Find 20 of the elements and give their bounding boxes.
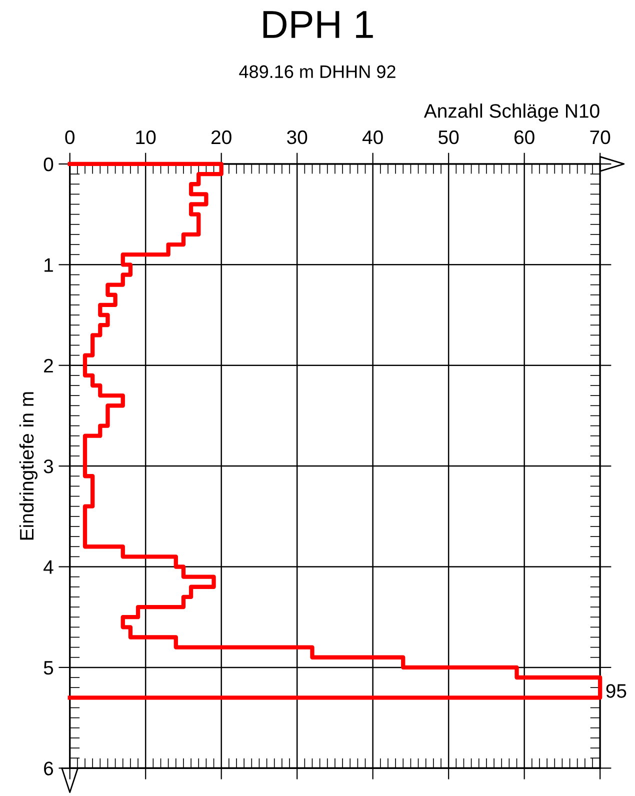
y-tick-label: 3 xyxy=(44,460,54,474)
x-tick-label: 70 xyxy=(590,130,610,144)
x-axis-title: Anzahl Schläge N10 xyxy=(424,104,600,122)
x-tick-label: 30 xyxy=(287,130,308,144)
x-tick-label: 60 xyxy=(514,130,534,144)
x-tick-label: 20 xyxy=(212,130,232,144)
x-tick-label: 50 xyxy=(438,130,459,144)
y-tick-label: 4 xyxy=(44,560,54,574)
y-tick-label: 6 xyxy=(44,762,54,776)
chart-subtitle: 489.16 m DHHN 92 xyxy=(239,65,396,78)
y-axis-title: Eindringtiefe in m xyxy=(19,392,38,540)
chart-title: DPH 1 xyxy=(263,11,373,38)
text: 95 xyxy=(606,684,626,698)
x-tick-label: 40 xyxy=(362,130,383,144)
y-tick-label: 2 xyxy=(44,358,53,372)
y-tick-label: 0 xyxy=(44,157,54,172)
x-tick-label: 10 xyxy=(136,130,156,144)
y-tick-label: 1 xyxy=(44,258,53,272)
x-tick-label: 0 xyxy=(65,130,74,144)
y-tick-label: 5 xyxy=(44,661,54,675)
